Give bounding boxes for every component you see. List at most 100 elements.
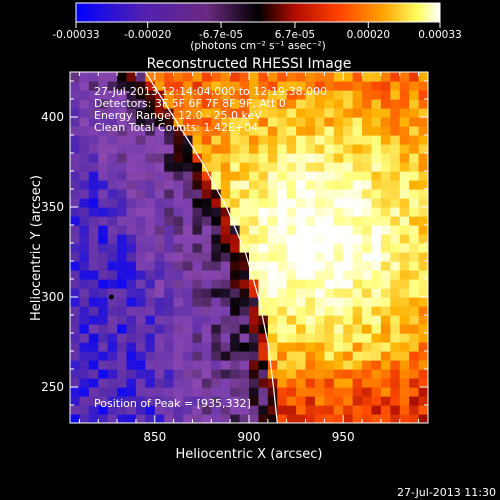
heatmap-cell (107, 396, 118, 406)
heatmap-cell (154, 72, 165, 82)
heatmap-cell (390, 333, 401, 343)
heatmap-cell (267, 81, 278, 91)
heatmap-cell (286, 144, 297, 154)
axis-ticks (70, 72, 428, 424)
heatmap-cell (135, 360, 146, 370)
heatmap-cell (343, 387, 354, 397)
heatmap-cell (70, 126, 81, 136)
heatmap-cell (126, 288, 137, 298)
heatmap-cell (79, 99, 90, 109)
heatmap-cell (220, 306, 231, 316)
heatmap-cell (390, 225, 401, 235)
heatmap-cell (305, 153, 316, 163)
heatmap-cell (324, 405, 335, 415)
heatmap-cell (362, 225, 373, 235)
heatmap-cell (201, 81, 212, 91)
heatmap-cell (98, 342, 109, 352)
heatmap-cell (418, 189, 428, 199)
heatmap-cell (390, 189, 401, 199)
heatmap-cell (305, 333, 316, 343)
heatmap-cell (286, 333, 297, 343)
heatmap-cell (418, 225, 428, 235)
heatmap-cell (70, 360, 81, 370)
heatmap-cell (371, 414, 382, 423)
heatmap-cell (258, 117, 269, 127)
heatmap-cell (154, 288, 165, 298)
heatmap-cell (343, 72, 354, 82)
heatmap-cell (135, 198, 146, 208)
heatmap-cell (390, 171, 401, 181)
heatmap-cell (352, 171, 363, 181)
heatmap-cell (390, 180, 401, 190)
colorbar-tick-label: 0.00033 (418, 29, 461, 41)
heatmap-cell (258, 108, 269, 118)
heatmap-cell (164, 234, 175, 244)
heatmap-cell (314, 90, 325, 100)
heatmap-cell (352, 225, 363, 235)
heatmap-cell (277, 405, 288, 415)
heatmap-cell (333, 99, 344, 109)
heatmap-cell (380, 162, 391, 172)
heatmap-cell (286, 153, 297, 163)
heatmap-cell (343, 405, 354, 415)
heatmap-cell (305, 261, 316, 271)
heatmap-cell (418, 207, 428, 217)
heatmap-cell (239, 351, 250, 361)
heatmap-cell (88, 180, 99, 190)
heatmap-cell (258, 324, 269, 334)
heatmap-cell (249, 297, 260, 307)
heatmap-cell (88, 288, 99, 298)
y-axis-label: Heliocentric Y (arcsec) (29, 175, 44, 321)
heatmap-cell (230, 378, 241, 388)
heatmap-cell (79, 225, 90, 235)
heatmap-cell (371, 387, 382, 397)
heatmap-cell (324, 162, 335, 172)
heatmap-cell (107, 333, 118, 343)
heatmap-cell (380, 387, 391, 397)
heatmap-cell (164, 306, 175, 316)
heatmap-cell (107, 135, 118, 145)
heatmap-cell (145, 252, 156, 262)
heatmap-cell (239, 126, 250, 136)
heatmap-cell (390, 414, 401, 423)
heatmap-cell (70, 207, 81, 217)
heatmap-cell (418, 171, 428, 181)
heatmap-cell (220, 72, 231, 82)
heatmap-cell (98, 126, 109, 136)
heatmap-cell (371, 162, 382, 172)
heatmap-cell (352, 342, 363, 352)
heatmap-cell (390, 297, 401, 307)
heatmap-cell (371, 306, 382, 316)
heatmap-cell (371, 378, 382, 388)
heatmap-cell (305, 405, 316, 415)
heatmap-cell (333, 135, 344, 145)
heatmap-cell (201, 333, 212, 343)
heatmap-cell (98, 405, 109, 415)
heatmap-cell (390, 216, 401, 226)
heatmap-cell (277, 126, 288, 136)
heatmap-cell (164, 135, 175, 145)
annotation-energy: Energy Range: 12.0 - 25.0 keV (94, 109, 262, 122)
heatmap-cell (314, 198, 325, 208)
heatmap-cell (409, 198, 420, 208)
heatmap-cell (399, 387, 410, 397)
heatmap-cell (249, 180, 260, 190)
heatmap-cell (220, 252, 231, 262)
heatmap-cell (409, 360, 420, 370)
heatmap-cell (135, 216, 146, 226)
heatmap-cell (117, 360, 128, 370)
heatmap-cell (98, 144, 109, 154)
heatmap-cell (409, 126, 420, 136)
heatmap-cell (343, 108, 354, 118)
heatmap-cell (258, 270, 269, 280)
heatmap-cell (183, 306, 194, 316)
heatmap-cell (343, 189, 354, 199)
heatmap-cell (173, 324, 184, 334)
heatmap-cell (135, 180, 146, 190)
heatmap-cell (324, 324, 335, 334)
heatmap-cell (296, 360, 307, 370)
heatmap-cell (126, 378, 137, 388)
heatmap-cell (277, 216, 288, 226)
heatmap-cell (352, 279, 363, 289)
heatmap-cell (79, 342, 90, 352)
